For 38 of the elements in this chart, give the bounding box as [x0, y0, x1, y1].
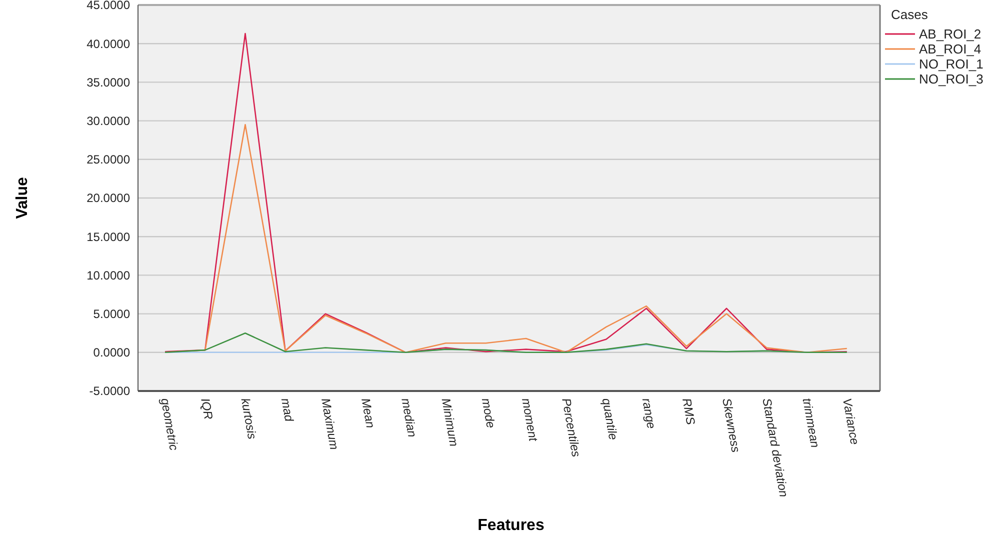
x-tick-label: Variance — [840, 397, 862, 446]
y-tick-label: 30.0000 — [86, 114, 130, 128]
x-axis-title: Features — [478, 517, 544, 533]
y-tick-label: 20.0000 — [86, 191, 130, 206]
x-tick-label: median — [398, 397, 420, 439]
x-tick-label: mad — [278, 397, 296, 423]
y-tick-label: -5.0000 — [89, 384, 130, 398]
y-tick-label: 40.0000 — [86, 36, 130, 51]
y-tick-label: 45.0000 — [86, 0, 130, 12]
x-tick-label: RMS — [679, 397, 698, 426]
x-tick-label: mode — [478, 397, 498, 430]
line-series — [164, 332, 848, 354]
x-tick-label: quantile — [599, 397, 620, 442]
x-tick-label: Standard deviation — [760, 397, 791, 498]
y-tick-label: 5.0000 — [93, 307, 130, 321]
x-tick-label: Minimum — [438, 397, 462, 448]
y-tick-label: 15.0000 — [86, 230, 130, 244]
x-tick-label: Percentiles — [559, 397, 584, 458]
legend-label: AB_ROI_2 — [919, 26, 982, 42]
y-tick-label: 10.0000 — [86, 268, 130, 282]
x-tick-label: moment — [519, 397, 540, 443]
x-tick-label: IQR — [198, 397, 216, 421]
x-tick-label: trimmean — [800, 397, 822, 450]
x-tick-label: Mean — [358, 397, 378, 430]
x-tick-label: kurtosis — [238, 397, 260, 440]
legend-label: NO_ROI_3 — [919, 72, 984, 87]
legend-label: NO_ROI_1 — [919, 56, 984, 72]
x-tick-label: Maximum — [318, 397, 342, 451]
y-tick-label: 25.0000 — [86, 152, 130, 167]
y-tick-label: 35.0000 — [86, 75, 130, 90]
line-series — [164, 32, 848, 354]
x-tick-label: Skewness — [720, 397, 743, 454]
y-axis-title: Value — [14, 177, 31, 219]
x-tick-label: geometric — [158, 397, 181, 452]
legend-label: AB_ROI_4 — [919, 42, 982, 57]
x-tick-label: range — [639, 397, 659, 430]
legend-title: Cases — [891, 7, 928, 22]
y-tick-label: 0.0000 — [93, 346, 130, 360]
